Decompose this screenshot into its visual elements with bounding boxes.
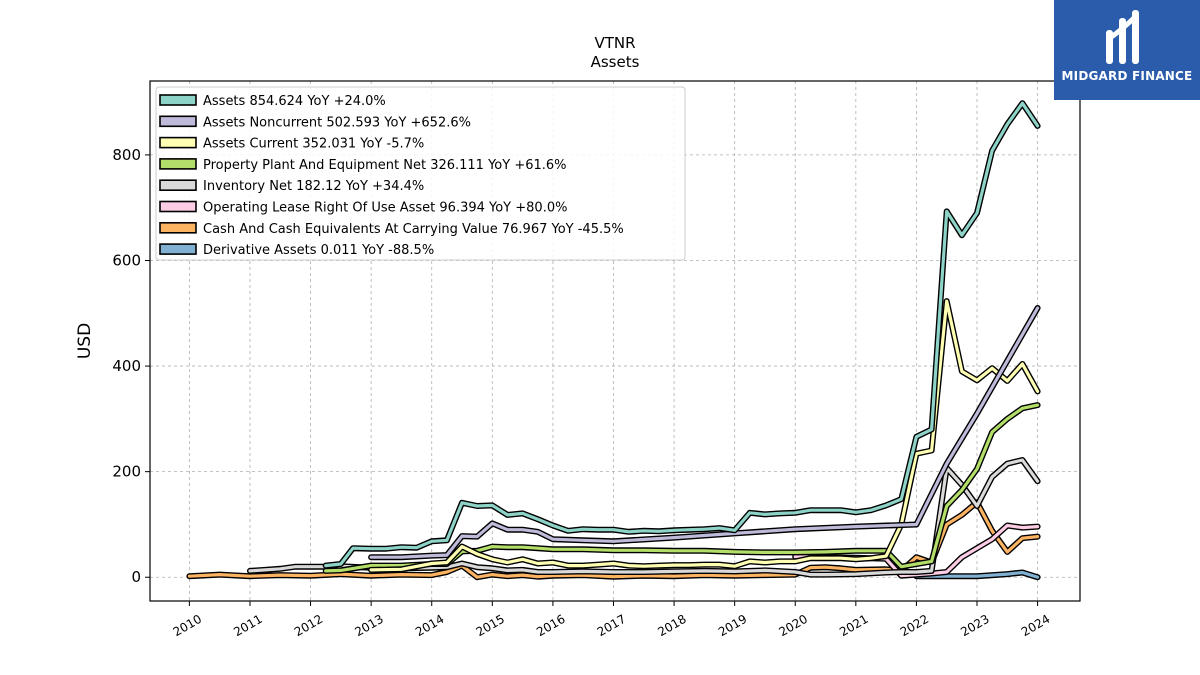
legend-label-derivative-assets: Derivative Assets 0.011 YoY -88.5% <box>203 243 434 258</box>
y-tick-label: 600 <box>112 251 141 269</box>
y-axis: 0 200 400 600 800 <box>112 146 150 586</box>
legend-swatch-assets <box>159 94 197 106</box>
x-tick-label: 2011 <box>231 612 264 639</box>
x-tick-label: 2020 <box>777 612 810 639</box>
legend-label-cash-and-cash-equivalents-at-carrying-value: Cash And Cash Equivalents At Carrying Va… <box>203 222 624 237</box>
y-tick-label: 800 <box>112 146 141 164</box>
legend-swatch-cash-and-cash-equivalents-at-carrying-value <box>159 222 197 234</box>
chart-subtitle: Assets <box>591 53 640 71</box>
brand-name: MIDGARD FINANCE <box>1061 69 1193 83</box>
legend-label-assets-noncurrent: Assets Noncurrent 502.593 YoY +652.6% <box>203 115 471 130</box>
series-line-assets-noncurrent <box>369 306 1040 559</box>
legend-swatch-assets-current <box>159 136 197 149</box>
legend-label-property-plant-and-equipment-net: Property Plant And Equipment Net 326.111… <box>203 158 567 173</box>
legend-swatch-operating-lease-right-of-use-asset <box>159 200 197 213</box>
x-axis: 2010 2011 2012 2013 2014 2015 2016 2017 2018 2019… <box>171 601 1052 639</box>
chart-title: VTNR <box>594 34 635 52</box>
y-tick-label: 200 <box>112 463 141 481</box>
y-tick-label: 400 <box>112 357 141 375</box>
series-line-assets-current <box>369 299 1040 572</box>
x-tick-label: 2016 <box>534 612 567 639</box>
x-tick-label: 2024 <box>1019 612 1052 639</box>
series-line-derivative-assets <box>914 570 1040 579</box>
y-tick-label: 0 <box>131 568 141 586</box>
legend-swatch-inventory-net <box>159 179 197 191</box>
y-axis-label: USD <box>75 323 95 359</box>
legend-label-assets-current: Assets Current 352.031 YoY -5.7% <box>203 137 424 152</box>
plot-frame <box>149 80 1081 602</box>
legend-label-inventory-net: Inventory Net 182.12 YoY +34.4% <box>203 179 424 194</box>
x-tick-label: 2017 <box>595 612 628 639</box>
brand-mark-icon <box>1106 10 1139 64</box>
x-tick-label: 2021 <box>837 612 870 639</box>
brand-logo: MIDGARD FINANCE <box>1054 0 1200 100</box>
series-lines <box>186 100 1041 581</box>
x-tick-label: 2010 <box>171 612 204 639</box>
x-tick-label: 2018 <box>655 612 688 639</box>
legend-swatch-property-plant-and-equipment-net <box>159 158 197 170</box>
x-tick-label: 2013 <box>352 612 385 639</box>
legend-label-assets: Assets 854.624 YoY +24.0% <box>203 94 386 109</box>
x-tick-label: 2023 <box>958 612 991 639</box>
series-line-assets <box>324 101 1040 568</box>
legend-swatch-assets-noncurrent <box>159 115 197 128</box>
legend-box <box>155 86 686 261</box>
x-tick-label: 2019 <box>716 612 749 639</box>
x-tick-label: 2022 <box>898 612 931 639</box>
x-tick-label: 2014 <box>413 612 446 639</box>
x-tick-label: 2015 <box>474 612 507 639</box>
legend: Assets 854.624 YoY +24.0% Assets Noncurre… <box>155 86 686 261</box>
legend-label-operating-lease-right-of-use-asset: Operating Lease Right Of Use Asset 96.39… <box>203 201 567 216</box>
legend-swatch-derivative-assets <box>159 243 197 255</box>
x-tick-label: 2012 <box>292 612 325 639</box>
